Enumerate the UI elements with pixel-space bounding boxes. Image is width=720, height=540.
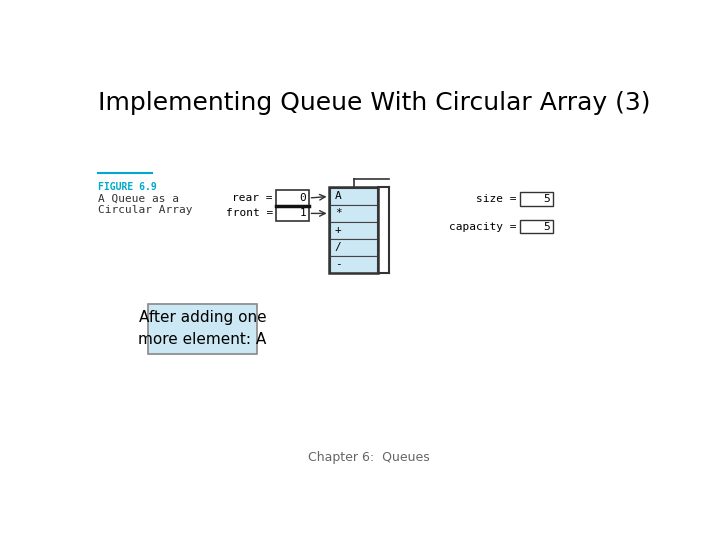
Text: A Queue as a: A Queue as a [98,194,179,204]
Text: -: - [335,259,342,269]
Bar [148,303,256,354]
Text: front =: front = [225,208,273,218]
Bar [276,206,309,221]
Text: 0: 0 [300,193,306,203]
Bar [276,190,309,206]
Bar [330,188,377,205]
Text: +: + [335,225,342,235]
Bar [330,239,377,256]
Text: 5: 5 [544,221,550,232]
Bar [330,187,377,273]
Text: Circular Array: Circular Array [98,205,192,215]
Text: 1: 1 [300,208,306,218]
Text: *: * [335,208,342,218]
Text: capacity =: capacity = [449,221,516,232]
Bar [520,220,553,233]
Text: size =: size = [476,194,516,204]
Text: 5: 5 [544,194,550,204]
Bar [330,205,377,222]
Bar [520,192,553,206]
Text: A: A [335,192,342,201]
Bar [330,222,377,239]
Text: FIGURE 6.9: FIGURE 6.9 [98,182,156,192]
Text: Chapter 6:  Queues: Chapter 6: Queues [308,451,430,464]
Bar [330,256,377,273]
Text: rear =: rear = [233,193,273,203]
Text: After adding one
more element: A: After adding one more element: A [138,310,266,347]
Text: /: / [335,242,342,252]
Text: Implementing Queue With Circular Array (3): Implementing Queue With Circular Array (… [98,91,650,116]
